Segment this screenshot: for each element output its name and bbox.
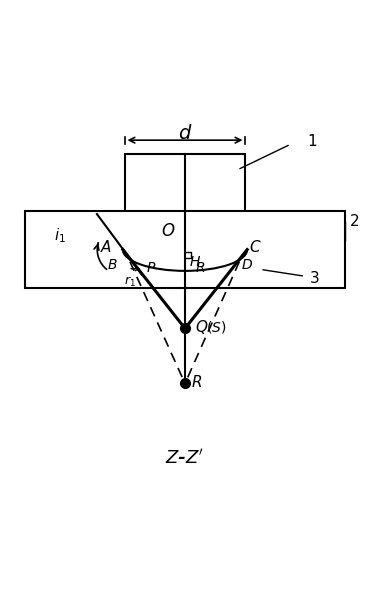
Text: $B$: $B$ bbox=[107, 258, 118, 272]
Bar bbox=[25, 211, 345, 287]
Text: $P$: $P$ bbox=[146, 261, 157, 275]
Text: $C$: $C$ bbox=[249, 239, 262, 256]
Text: $i_1$: $i_1$ bbox=[54, 227, 66, 245]
Text: $O$: $O$ bbox=[161, 223, 175, 241]
Text: $(S)$: $(S)$ bbox=[206, 319, 226, 335]
Bar bbox=[125, 154, 245, 220]
Text: $A$: $A$ bbox=[100, 239, 112, 256]
Text: 2: 2 bbox=[350, 214, 360, 229]
Text: $H$: $H$ bbox=[189, 254, 201, 269]
Text: $D$: $D$ bbox=[241, 258, 253, 272]
Text: $d$: $d$ bbox=[178, 124, 192, 143]
Text: $Z$-$Z'$: $Z$-$Z'$ bbox=[165, 449, 205, 467]
Text: 1: 1 bbox=[307, 134, 317, 149]
Text: $R$: $R$ bbox=[191, 374, 202, 391]
Text: $r_1$: $r_1$ bbox=[124, 275, 136, 289]
Text: $Q$: $Q$ bbox=[195, 319, 208, 337]
Text: $R$: $R$ bbox=[195, 261, 205, 275]
Text: 3: 3 bbox=[309, 271, 319, 286]
